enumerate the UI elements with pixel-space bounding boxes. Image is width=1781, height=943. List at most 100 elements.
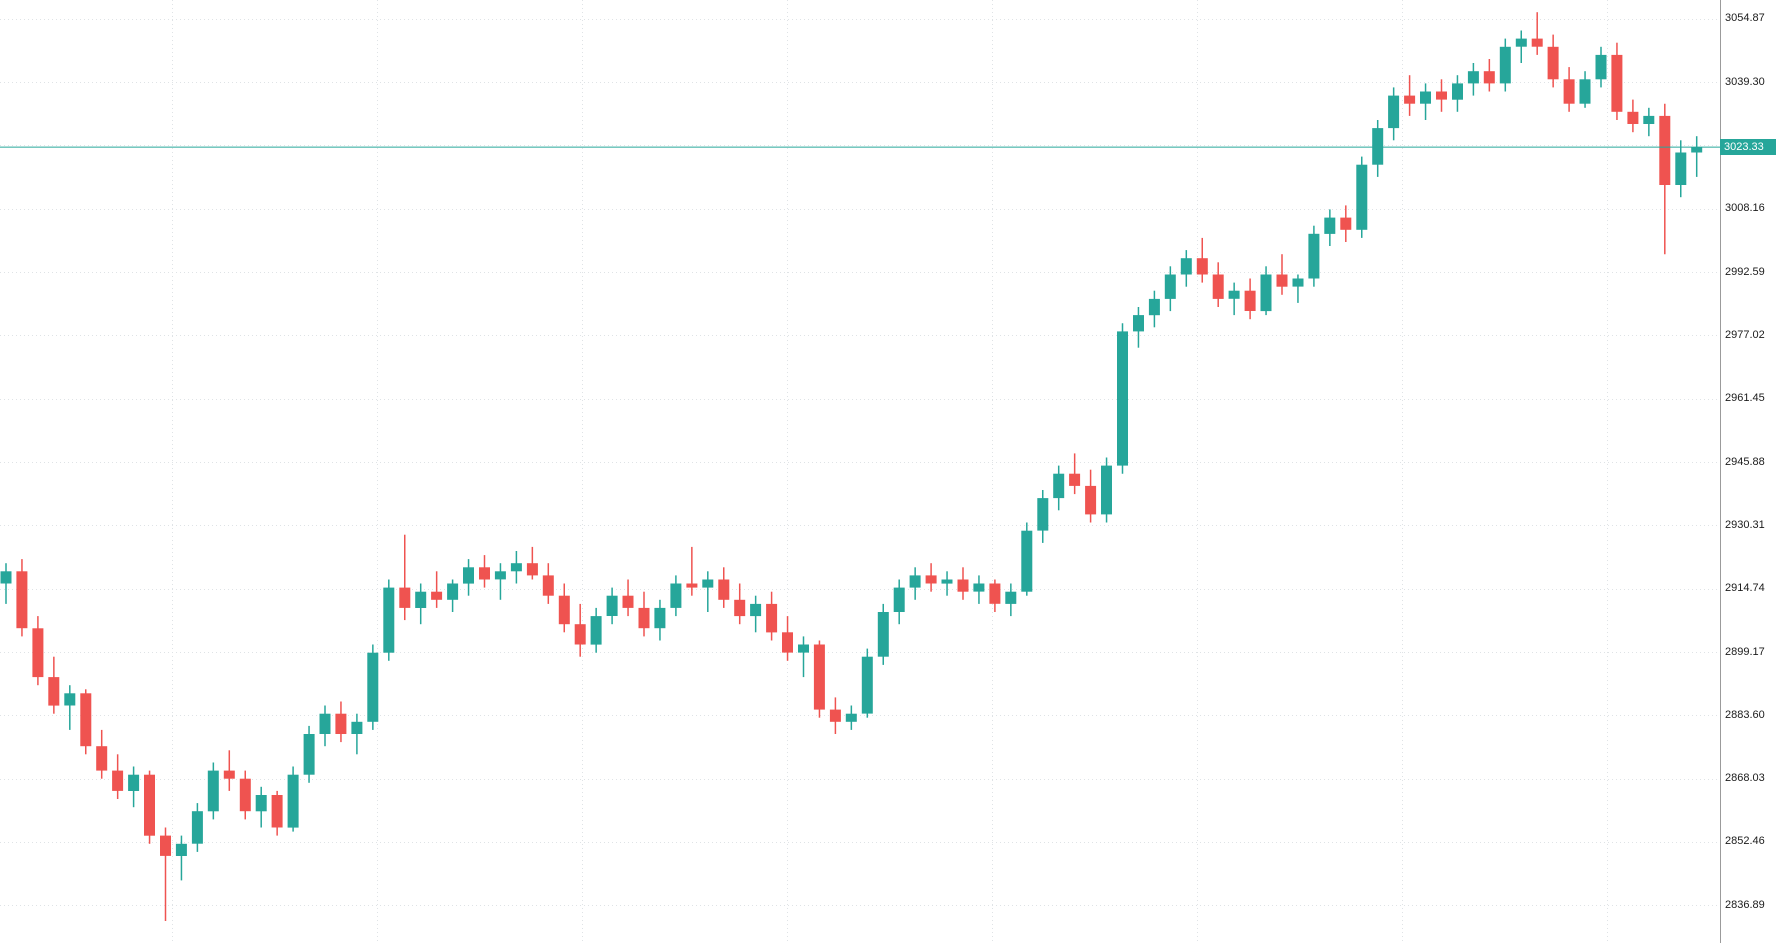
- candle-body: [1260, 274, 1272, 312]
- price-axis-label: 2992.59: [1725, 265, 1765, 278]
- candle-body: [1069, 473, 1081, 486]
- candle: [1611, 42, 1623, 120]
- candle-body: [750, 603, 762, 617]
- candle-body: [1324, 217, 1336, 234]
- price-axis[interactable]: 3054.87 3039.30 3008.16 2992.59 2977.02 2961.…: [1720, 0, 1781, 943]
- candle-body: [1563, 79, 1575, 104]
- candle: [1499, 38, 1511, 92]
- price-axis-label: 2914.74: [1725, 582, 1765, 595]
- candle-body: [973, 583, 985, 592]
- candle: [861, 648, 873, 718]
- candle-body: [1340, 217, 1352, 230]
- candle: [207, 762, 219, 820]
- candle: [1308, 225, 1320, 287]
- candle: [542, 563, 554, 604]
- candle-body: [1228, 290, 1240, 299]
- candle-body: [1276, 274, 1288, 287]
- candle-body: [160, 835, 171, 856]
- candle-body: [239, 778, 251, 812]
- candle-body: [1101, 465, 1112, 515]
- candle: [1021, 522, 1033, 596]
- candle: [654, 599, 666, 641]
- candle-body: [1356, 164, 1368, 230]
- candle: [144, 770, 155, 844]
- candle-body: [1005, 591, 1017, 604]
- candle: [1452, 75, 1463, 112]
- candle-body: [1164, 274, 1176, 299]
- price-axis-label: 2883.60: [1725, 708, 1765, 721]
- candle: [383, 579, 395, 661]
- price-axis-label: 2852.46: [1725, 835, 1765, 848]
- candle: [494, 563, 506, 600]
- candle: [622, 579, 634, 617]
- candle-body: [1691, 147, 1703, 153]
- candle-body: [1643, 115, 1655, 124]
- candle-body: [845, 713, 857, 722]
- candle-body: [1053, 473, 1065, 499]
- candle: [702, 571, 714, 612]
- candle: [223, 750, 235, 791]
- candle: [526, 546, 538, 580]
- candle: [1675, 140, 1687, 198]
- candle-body: [654, 607, 666, 629]
- candle-body: [463, 567, 474, 584]
- candle: [1196, 237, 1208, 283]
- candle: [1085, 469, 1097, 523]
- price-axis-label: 3008.16: [1725, 202, 1765, 215]
- candle: [1260, 266, 1272, 316]
- candle-body: [718, 579, 730, 600]
- candle-body: [1148, 298, 1160, 316]
- candle: [1133, 307, 1144, 348]
- candle: [335, 701, 347, 743]
- candle: [1436, 79, 1447, 112]
- candle: [1164, 266, 1176, 312]
- candle-body: [526, 563, 538, 576]
- candle-body: [1292, 278, 1304, 287]
- candle-body: [0, 571, 12, 584]
- candle-body: [1037, 498, 1049, 531]
- candle-body: [877, 612, 889, 657]
- candle-body: [798, 644, 809, 653]
- candle-body: [1675, 152, 1687, 185]
- candle-body: [909, 575, 921, 588]
- candle: [1643, 107, 1655, 137]
- candle: [782, 616, 793, 661]
- current-price-tag: 3023.33: [1720, 138, 1776, 155]
- candle: [447, 579, 459, 612]
- candle-body: [510, 563, 522, 572]
- candle-body: [606, 595, 618, 616]
- candle: [463, 559, 474, 596]
- candle: [175, 835, 187, 881]
- candle-body: [558, 595, 570, 625]
- price-axis-label: 2899.17: [1725, 645, 1765, 658]
- candle: [1069, 453, 1081, 495]
- candle: [160, 827, 171, 921]
- candle-body: [16, 571, 28, 629]
- candle-body: [447, 583, 459, 600]
- price-axis-label: 2945.88: [1725, 455, 1765, 468]
- candle-body: [319, 713, 331, 734]
- candle: [909, 567, 921, 600]
- candle-body: [590, 616, 602, 645]
- candlestick-chart[interactable]: [0, 0, 1720, 943]
- candle-body: [829, 709, 841, 722]
- candle: [893, 579, 905, 625]
- candle-body: [1133, 315, 1144, 332]
- candle-body: [479, 567, 490, 580]
- candle-body: [367, 652, 379, 722]
- candle: [510, 551, 522, 584]
- candle: [941, 571, 953, 596]
- candle-body: [415, 591, 427, 608]
- candle: [1388, 87, 1400, 141]
- candle-body: [861, 656, 873, 714]
- price-axis-label: 2977.02: [1725, 328, 1765, 341]
- price-axis-label: 3039.30: [1725, 75, 1765, 88]
- candle: [1244, 278, 1256, 320]
- candle-body: [766, 603, 778, 633]
- candle: [845, 705, 857, 730]
- candle: [112, 754, 124, 799]
- candle-body: [1196, 258, 1208, 275]
- candle: [957, 567, 969, 600]
- candle-body: [335, 713, 347, 734]
- candle-body: [207, 770, 219, 812]
